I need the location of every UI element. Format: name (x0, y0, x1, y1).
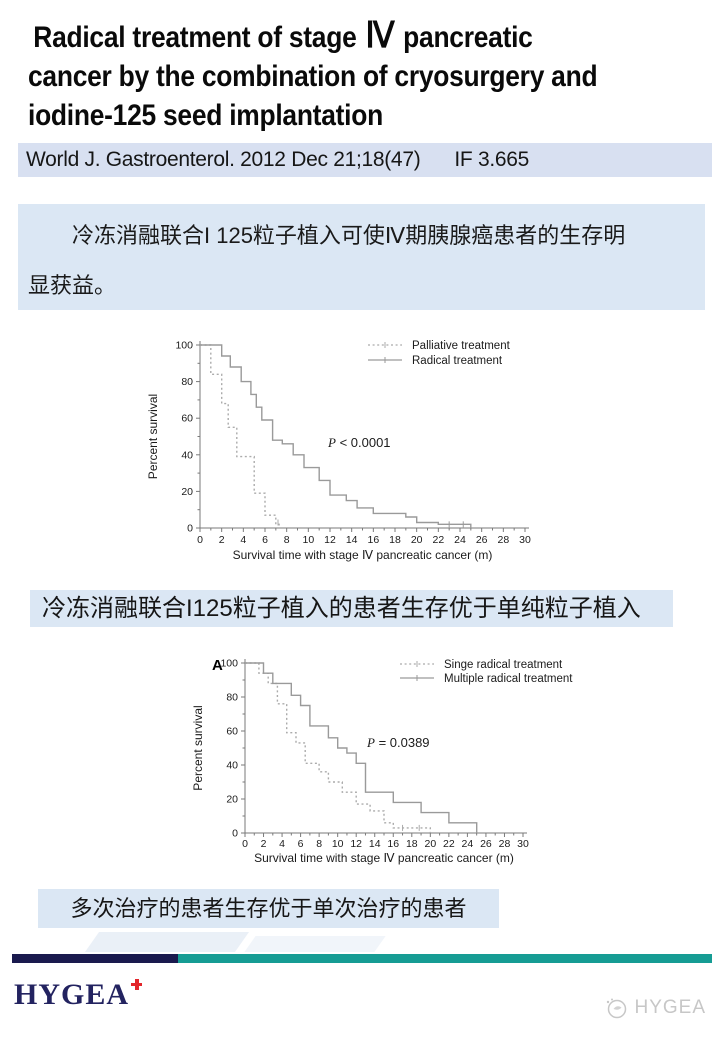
summary-box: 冷冻消融联合I 125粒子植入可使Ⅳ期胰腺癌患者的生存明 显获益。 (18, 204, 705, 310)
svg-text:8: 8 (284, 534, 290, 546)
svg-text:14: 14 (369, 838, 381, 850)
svg-text:10: 10 (332, 838, 344, 850)
svg-text:P < 0.0001: P < 0.0001 (327, 435, 391, 450)
svg-text:24: 24 (462, 838, 474, 850)
footer-decoration (84, 932, 250, 952)
svg-text:28: 28 (497, 534, 509, 546)
svg-text:Percent survival: Percent survival (146, 394, 160, 479)
hygea-logo: HYGEA (14, 978, 143, 1012)
title-line: Radical treatment of stage Ⅳ pancreatic (33, 15, 533, 55)
svg-text:26: 26 (476, 534, 488, 546)
impact-factor: IF 3.665 (454, 148, 530, 171)
svg-text:28: 28 (499, 838, 511, 850)
svg-text:0: 0 (232, 828, 238, 840)
red-cross-icon (131, 979, 143, 990)
svg-text:6: 6 (262, 534, 268, 546)
svg-text:10: 10 (302, 534, 314, 546)
svg-text:18: 18 (406, 838, 418, 850)
svg-text:A: A (212, 657, 223, 674)
svg-text:22: 22 (443, 838, 455, 850)
svg-text:20: 20 (181, 486, 193, 498)
svg-text:22: 22 (432, 534, 444, 546)
svg-text:0: 0 (187, 523, 193, 535)
svg-text:60: 60 (226, 726, 238, 738)
svg-text:Survival time with stage Ⅳ pan: Survival time with stage Ⅳ pancreatic ca… (233, 548, 493, 562)
svg-text:8: 8 (316, 838, 322, 850)
svg-text:24: 24 (454, 534, 466, 546)
survival-chart-single-vs-multiple: 0 2 4 6 8 10 12 14 16 18 20 22 24 26 28 30020406080100S… (185, 650, 587, 878)
page-title: Radical treatment of stage Ⅳ pancreatic … (28, 16, 708, 135)
svg-text:14: 14 (346, 534, 358, 546)
svg-text:Multiple radical treatment: Multiple radical treatment (444, 673, 573, 685)
journal-reference: World J. Gastroenterol. 2012 Dec 21;18(4… (26, 148, 421, 171)
svg-text:20: 20 (226, 794, 238, 806)
svg-text:0: 0 (197, 534, 203, 546)
svg-text:20: 20 (424, 838, 436, 850)
svg-text:Percent survival: Percent survival (191, 705, 205, 790)
watermark-text: HYGEA (634, 997, 706, 1018)
banner-multiple-treatment-benefit: 多次治疗的患者生存优于单次治疗的患者 (38, 889, 499, 928)
svg-text:2: 2 (261, 838, 267, 850)
banner-combined-treatment-benefit: 冷冻消融联合I125粒子植入的患者生存优于单纯粒子植入 (30, 590, 673, 627)
svg-text:12: 12 (350, 838, 362, 850)
hygea-watermark: HYGEA (604, 996, 706, 1020)
svg-text:40: 40 (181, 449, 193, 461)
svg-text:80: 80 (226, 692, 238, 704)
svg-text:60: 60 (181, 413, 193, 425)
svg-text:6: 6 (298, 838, 304, 850)
summary-line: 显获益。 (28, 273, 117, 298)
svg-text:Palliative treatment: Palliative treatment (412, 340, 511, 352)
svg-text:Singe radical treatment: Singe radical treatment (444, 659, 563, 671)
svg-text:P = 0.0389: P = 0.0389 (366, 735, 430, 750)
svg-text:40: 40 (226, 760, 238, 772)
svg-text:16: 16 (367, 534, 379, 546)
svg-text:18: 18 (389, 534, 401, 546)
svg-text:100: 100 (175, 340, 193, 352)
svg-text:16: 16 (387, 838, 399, 850)
svg-text:Survival time with stage Ⅳ pan: Survival time with stage Ⅳ pancreatic ca… (254, 851, 514, 865)
svg-text:20: 20 (411, 534, 423, 546)
footer-bar-navy (12, 954, 178, 963)
svg-text:4: 4 (279, 838, 285, 850)
svg-text:Radical treatment: Radical treatment (412, 355, 503, 367)
svg-text:2: 2 (219, 534, 225, 546)
title-line: iodine-125 seed implantation (28, 99, 383, 132)
hygea-watermark-icon (607, 998, 627, 1019)
svg-text:80: 80 (181, 376, 193, 388)
svg-text:30: 30 (517, 838, 529, 850)
svg-text:12: 12 (324, 534, 336, 546)
survival-chart-palliative-vs-radical: 0 2 4 6 8 10 12 14 16 18 20 22 24 26 28 30020406080100S… (140, 330, 572, 572)
title-line: cancer by the combination of cryosurgery… (28, 60, 598, 93)
svg-text:4: 4 (240, 534, 246, 546)
summary-line: 冷冻消融联合I 125粒子植入可使Ⅳ期胰腺癌患者的生存明 (72, 223, 626, 248)
footer-decoration (244, 936, 386, 952)
footer-bar-teal (178, 954, 712, 963)
svg-text:100: 100 (220, 658, 238, 670)
svg-text:26: 26 (480, 838, 492, 850)
svg-text:30: 30 (519, 534, 531, 546)
hygea-logo-text: HYGEA (14, 978, 130, 1011)
svg-text:0: 0 (242, 838, 248, 850)
citation-bar: World J. Gastroenterol. 2012 Dec 21;18(4… (18, 143, 712, 177)
roman-numeral-four: Ⅳ (365, 15, 395, 55)
